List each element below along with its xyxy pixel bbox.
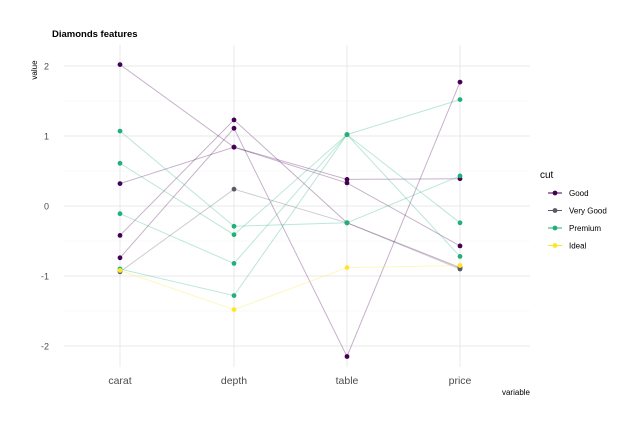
data-point [117, 181, 123, 187]
data-point [117, 160, 123, 166]
x-tick-label: carat [108, 375, 131, 387]
series-line [119, 130, 461, 227]
legend-label: Good [569, 189, 589, 198]
data-point [117, 233, 123, 238]
series-line [119, 119, 461, 269]
data-point [344, 220, 350, 226]
grid [64, 45, 530, 367]
data-point [457, 266, 463, 272]
data-point [231, 144, 237, 150]
y-axis: -2 -1 0 1 2 [41, 62, 49, 352]
data-point [231, 261, 237, 266]
data-point [344, 177, 350, 182]
data-point [457, 173, 463, 179]
legend-label: Very Good [569, 207, 607, 216]
data-point [457, 79, 463, 85]
legend-title: cut [540, 170, 554, 181]
series-line [119, 133, 461, 297]
y-tick-label: 0 [44, 202, 49, 212]
y-tick-label: 1 [44, 132, 49, 142]
data-point [231, 223, 237, 229]
y-tick-label: -1 [41, 272, 49, 282]
series-line [119, 64, 461, 247]
data-point [231, 293, 237, 298]
x-tick-label: depth [221, 375, 247, 387]
legend-label: Ideal [569, 242, 587, 251]
data-point [117, 268, 123, 273]
series-points [117, 62, 463, 359]
x-axis-label: variable [502, 388, 531, 397]
legend-key-point [552, 225, 558, 231]
legend-key-point [552, 190, 558, 196]
data-point [457, 254, 463, 259]
series-line [119, 81, 461, 358]
x-tick-label: price [449, 375, 472, 387]
data-point [344, 132, 350, 138]
data-point [117, 128, 123, 134]
chart-title: Diamonds features [52, 29, 138, 40]
legend-label: Premium [569, 224, 601, 233]
data-point [457, 220, 463, 226]
data-point [231, 125, 237, 131]
data-point [231, 117, 237, 123]
series-lines [119, 64, 461, 358]
series-line [119, 146, 461, 185]
legend: cut Good Very Good Premium Ideal [540, 170, 607, 251]
legend-key-point [552, 243, 558, 248]
data-point [344, 180, 350, 186]
x-tick-label: table [336, 375, 359, 387]
y-axis-label: value [30, 60, 39, 80]
y-tick-label: 2 [44, 62, 49, 72]
series-line [119, 265, 461, 311]
data-point [457, 243, 463, 249]
data-point [117, 211, 123, 217]
legend-key-point [552, 208, 558, 213]
y-tick-label: -2 [41, 342, 49, 352]
series-line [119, 133, 461, 236]
data-point [344, 265, 350, 270]
data-point [231, 232, 237, 238]
data-point [457, 97, 463, 102]
series-line [119, 99, 461, 265]
series-line [119, 188, 461, 273]
x-axis: carat depth table price [108, 375, 471, 387]
data-point [231, 307, 237, 312]
data-point [231, 186, 237, 192]
data-point [117, 62, 123, 67]
data-point [457, 263, 463, 268]
data-point [344, 354, 350, 359]
data-point [117, 255, 123, 261]
